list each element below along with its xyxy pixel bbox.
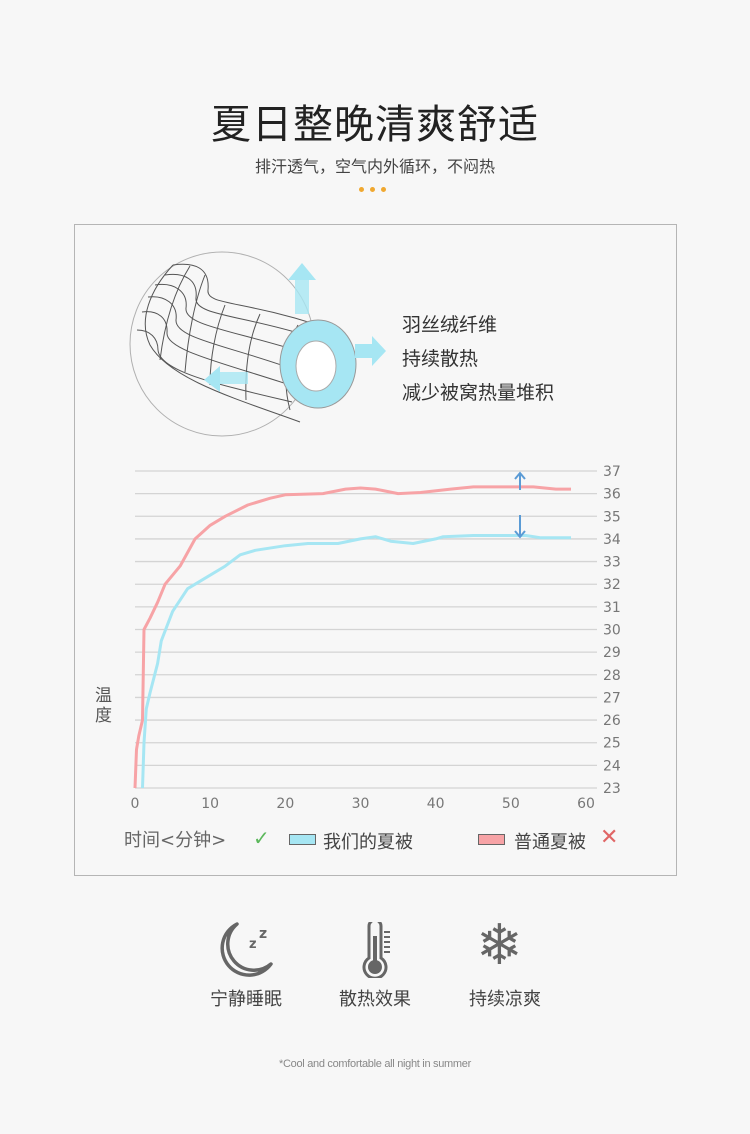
- svg-text:z: z: [259, 926, 267, 942]
- feature-label-heat: 散热效果: [339, 989, 411, 1010]
- x-axis-label: 时间<分钟>: [124, 830, 227, 851]
- decorative-dots: [359, 187, 386, 192]
- fiber-illustration: [129, 251, 386, 437]
- feature-text-fiber: 羽丝绒纤维: [402, 314, 498, 336]
- feature-label-cool: 持续凉爽: [469, 989, 541, 1010]
- legend-label-regular: 普通夏被: [514, 832, 586, 853]
- thermometer-icon: [362, 922, 390, 978]
- airflow-arrows: [204, 263, 386, 392]
- page-subtitle: 排汗透气，空气内外循环，不闷热: [254, 157, 495, 176]
- check-icon: ✓: [253, 826, 270, 850]
- legend-swatch-ours: [289, 834, 316, 845]
- feature-label-sleep: 宁静睡眠: [210, 989, 282, 1010]
- y-axis-label: 温度: [95, 686, 112, 726]
- feature-text-reduce: 减少被窝热量堆积: [402, 382, 555, 404]
- cross-icon: ✕: [600, 825, 619, 850]
- footer-note: *Cool and comfortable all night in summe…: [279, 1058, 471, 1070]
- snowflake-icon: ❄: [476, 913, 523, 978]
- svg-text:z: z: [249, 937, 257, 952]
- page-title: 夏日整晚清爽舒适: [211, 102, 539, 148]
- moon-sleep-icon: z z: [220, 922, 273, 977]
- legend-label-ours: 我们的夏被: [323, 832, 413, 853]
- feature-text-heat: 持续散热: [402, 348, 479, 370]
- legend-swatch-regular: [478, 834, 505, 845]
